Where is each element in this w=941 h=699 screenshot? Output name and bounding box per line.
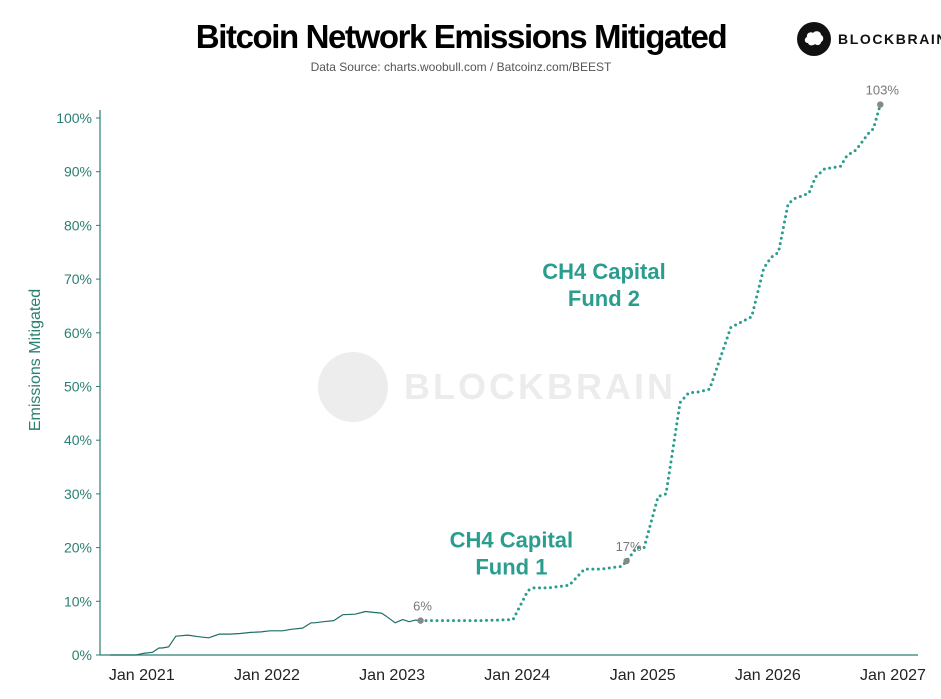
data-point-marker — [417, 617, 424, 624]
y-tick-label: 40% — [64, 432, 92, 448]
fund-annotation-line: CH4 Capital — [542, 259, 665, 284]
historical-series-line — [110, 610, 421, 656]
y-tick-label: 90% — [64, 164, 92, 180]
x-tick-label: Jan 2026 — [735, 667, 801, 684]
data-label: 103% — [866, 83, 900, 98]
y-tick-label: 100% — [56, 110, 92, 126]
x-tick-label: Jan 2027 — [860, 667, 926, 684]
x-tick-label: Jan 2023 — [359, 667, 425, 684]
y-tick-label: 0% — [72, 647, 92, 663]
fund-annotation: CH4 Capital Fund 2 — [542, 259, 665, 311]
brain-icon — [797, 22, 831, 56]
data-point-marker — [877, 101, 884, 108]
y-tick-label: 10% — [64, 593, 92, 609]
y-tick-label: 30% — [64, 486, 92, 502]
chart-title: Bitcoin Network Emissions Mitigated — [195, 18, 728, 55]
brand-logo[interactable]: BLOCKBRAIN — [797, 22, 941, 56]
data-label: 6% — [413, 599, 432, 614]
x-tick-label: Jan 2025 — [610, 667, 676, 684]
fund-annotation-line: Fund 2 — [568, 286, 640, 311]
brand-name: BLOCKBRAIN — [838, 31, 941, 47]
fund-annotation-line: CH4 Capital — [450, 528, 573, 553]
fund-annotation-line: Fund 1 — [475, 555, 547, 580]
y-tick-label: 20% — [64, 540, 92, 556]
data-label: 17% — [616, 539, 642, 554]
y-tick-label: 70% — [64, 271, 92, 287]
x-tick-label: Jan 2022 — [234, 667, 300, 684]
y-tick-label: 80% — [64, 217, 92, 233]
data-point-marker — [623, 557, 630, 565]
x-tick-label: Jan 2021 — [109, 667, 175, 684]
projected-series-line — [419, 103, 882, 623]
fund-annotation: CH4 Capital Fund 1 — [450, 528, 573, 580]
x-tick-label: Jan 2024 — [484, 667, 550, 684]
y-tick-label: 60% — [64, 325, 92, 341]
y-tick-label: 50% — [64, 379, 92, 395]
chart-subtitle: Data Source: charts.woobull.com / Batcoi… — [310, 60, 612, 74]
